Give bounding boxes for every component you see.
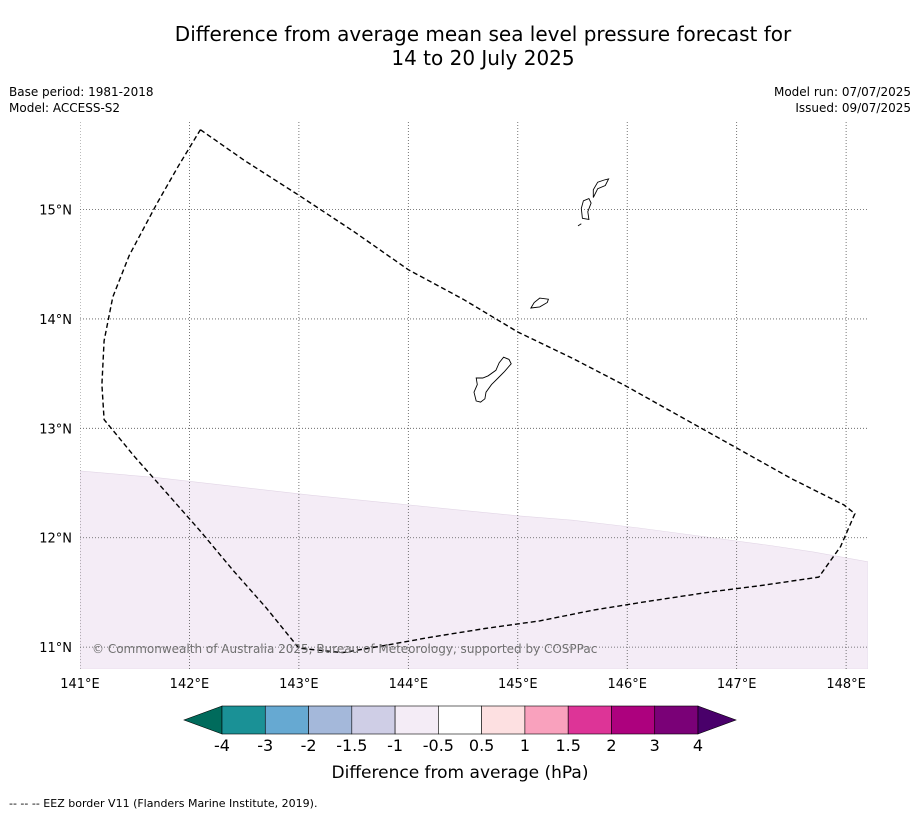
lat-tick-label: 14°N	[39, 313, 72, 328]
colorbar-segment-8	[567, 705, 612, 735]
colorbar-extend-low	[183, 705, 223, 735]
lat-tick-label: 12°N	[39, 532, 72, 547]
colorbar-segment-4	[394, 705, 439, 735]
colorbar-tick-label: -1	[387, 736, 403, 755]
pressure-anomaly-region	[80, 470, 868, 669]
model-run: Model run: 07/07/2025	[773, 85, 911, 99]
colorbar-tick-label: 1.5	[555, 736, 580, 755]
island-outline-2	[580, 198, 592, 220]
colorbar-tick-label: 0.5	[469, 736, 494, 755]
lon-tick-label: 141°E	[60, 677, 100, 692]
colorbar-tick-labels: -4 -3 -2 -1.5 -1 -0.5 0.5 1 1.5 2 3 4	[214, 736, 703, 755]
lon-tick-label: 145°E	[498, 677, 538, 692]
colorbar-tick-label: -1.5	[336, 736, 367, 755]
island-outline-4	[577, 223, 582, 227]
model-name: Model: ACCESS-S2	[9, 101, 121, 115]
colorbar	[183, 705, 737, 735]
graticule	[80, 122, 868, 669]
colorbar-segment-7	[524, 705, 569, 735]
lat-tick-label: 11°N	[39, 641, 72, 656]
coastlines	[473, 178, 610, 403]
colorbar-segment-5	[438, 705, 482, 735]
lon-tick-label: 146°E	[607, 677, 647, 692]
colorbar-segment-2	[308, 705, 353, 735]
lon-tick-label: 142°E	[170, 677, 210, 692]
colorbar-tick-label: -3	[257, 736, 273, 755]
copyright-notice: © Commonwealth of Australia 2025, Bureau…	[92, 642, 597, 656]
colorbar-tick-label: 1	[520, 736, 530, 755]
meta-left: Base period: 1981-2018 Model: ACCESS-S2	[9, 84, 154, 116]
title-line-1: Difference from average mean sea level p…	[174, 22, 792, 46]
island-outline-0	[473, 356, 512, 403]
island-outline-1	[530, 297, 550, 309]
longitude-tick-labels: 141°E 142°E 143°E 144°E 145°E 146°E 147°E 148°E	[60, 677, 866, 692]
island-outline-3	[592, 178, 610, 198]
issued-date: Issued: 09/07/2025	[795, 101, 911, 115]
colorbar-segment-9	[611, 705, 656, 735]
map-plot-area	[80, 122, 868, 669]
colorbar-tick-label: 2	[606, 736, 616, 755]
lon-tick-label: 148°E	[826, 677, 866, 692]
lon-tick-label: 144°E	[389, 677, 429, 692]
colorbar-extend-high	[697, 705, 737, 735]
latitude-tick-labels: 11°N 12°N 13°N 14°N 15°N	[39, 204, 72, 657]
lon-tick-label: 147°E	[717, 677, 757, 692]
colorbar-tick-label: 3	[650, 736, 660, 755]
lat-tick-label: 13°N	[39, 422, 72, 437]
footer-note: -- -- -- EEZ border V11 (Flanders Marine…	[9, 797, 318, 810]
eez-border	[101, 129, 856, 654]
colorbar-segment-1	[264, 705, 309, 735]
colorbar-tick-label: -0.5	[423, 736, 454, 755]
colorbar-tick-label: -4	[214, 736, 230, 755]
colorbar-segment-3	[351, 705, 396, 735]
map-title: Difference from average mean sea level p…	[0, 22, 919, 70]
base-period: Base period: 1981-2018	[9, 85, 154, 99]
colorbar-tick-label: 4	[693, 736, 703, 755]
colorbar-segment-0	[221, 705, 266, 735]
colorbar-tick-label: -2	[301, 736, 317, 755]
lat-tick-label: 15°N	[39, 204, 72, 219]
lon-tick-label: 143°E	[279, 677, 319, 692]
title-line-2: 14 to 20 July 2025	[391, 46, 575, 70]
colorbar-title: Difference from average (hPa)	[332, 763, 589, 783]
meta-right: Model run: 07/07/2025 Issued: 09/07/2025	[774, 84, 911, 116]
colorbar-segment-6	[481, 705, 526, 735]
colorbar-segment-10	[654, 705, 699, 735]
